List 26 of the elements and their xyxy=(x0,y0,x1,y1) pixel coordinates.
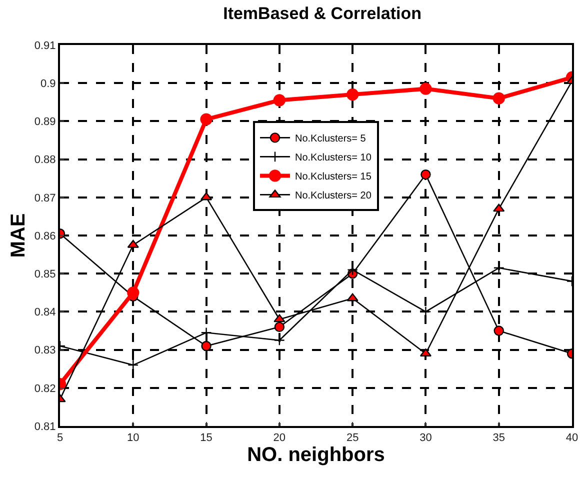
y-tick-label: 0.86 xyxy=(34,230,56,242)
y-tick-label: 0.84 xyxy=(34,306,56,319)
chart-title: ItemBased & Correlation xyxy=(223,4,422,24)
x-tick-label: 20 xyxy=(273,432,286,444)
y-tick-label: 0.81 xyxy=(34,420,56,433)
y-tick-label: 0.91 xyxy=(34,40,56,52)
y-tick-label: 0.9 xyxy=(40,78,56,90)
x-tick-label: 10 xyxy=(127,432,140,444)
x-tick-label: 25 xyxy=(346,432,359,444)
x-axis-title: NO. neighbors xyxy=(247,444,385,466)
y-tick-label: 0.88 xyxy=(34,154,56,166)
legend-label: No.Kclusters= 10 xyxy=(295,152,372,164)
y-axis-title: MAE xyxy=(7,213,30,258)
y-tick-label: 0.83 xyxy=(34,344,56,357)
x-tick-label: 35 xyxy=(492,432,505,444)
legend-label: No.Kclusters= 20 xyxy=(295,190,372,202)
y-tick-label: 0.85 xyxy=(34,268,56,280)
x-tick-label: 30 xyxy=(420,432,432,444)
x-tick-label: 15 xyxy=(200,432,212,444)
x-tick-label: 40 xyxy=(566,432,578,444)
legend-label: No.Kclusters= 5 xyxy=(295,134,366,145)
x-tick-label: 5 xyxy=(56,432,64,444)
y-tick-label: 0.89 xyxy=(34,116,56,128)
y-tick-label: 0.87 xyxy=(34,192,56,204)
legend-label: No.Kclusters= 15 xyxy=(295,172,372,183)
y-tick-label: 0.82 xyxy=(34,382,56,395)
